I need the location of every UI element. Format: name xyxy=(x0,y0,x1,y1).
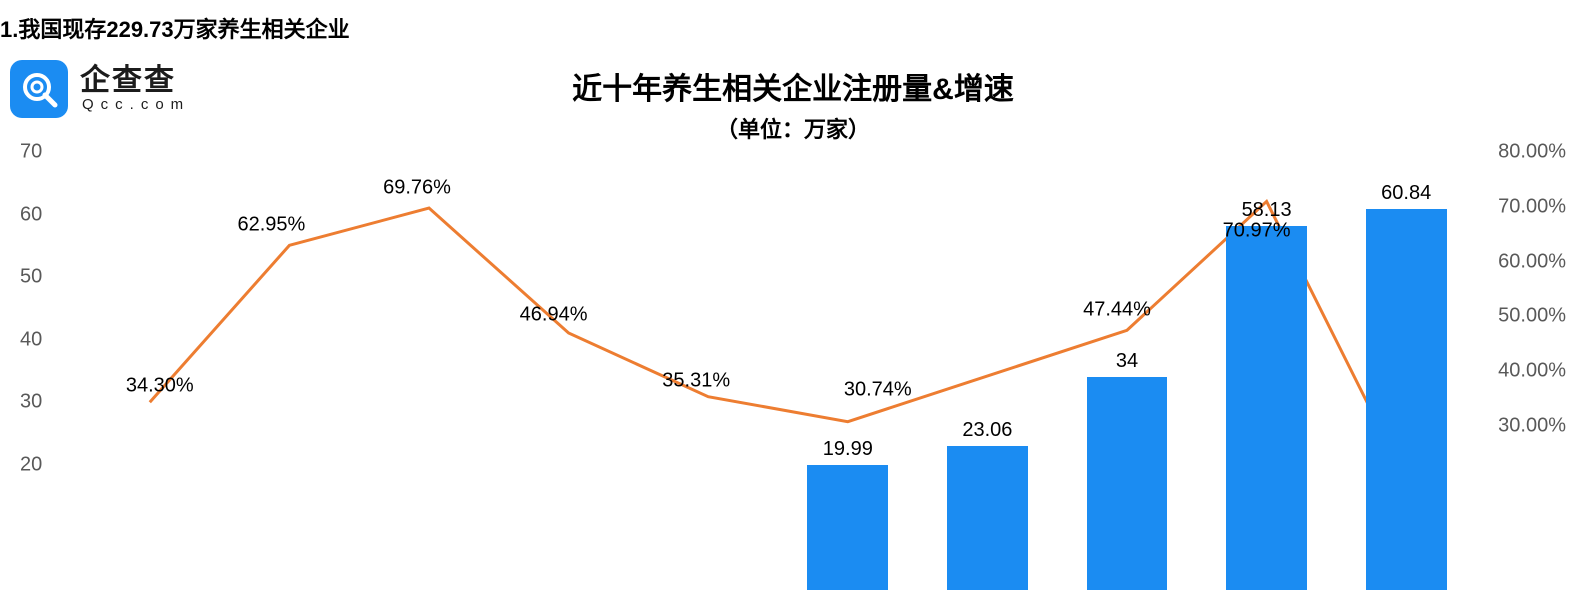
bar xyxy=(807,465,888,590)
bar xyxy=(1366,209,1447,590)
bar xyxy=(947,446,1028,590)
chart-title: 近十年养生相关企业注册量&增速 （单位：万家） xyxy=(0,64,1586,144)
bar-value-label: 23.06 xyxy=(962,419,1012,442)
y-right-tick: 30.00% xyxy=(1498,414,1566,437)
y-left-tick: 20 xyxy=(20,453,42,476)
growth-line-path xyxy=(150,201,1406,480)
line-value-label: 69.76% xyxy=(383,177,451,200)
chart-title-main: 近十年养生相关企业注册量&增速 xyxy=(0,64,1586,108)
bar-value-label: 19.99 xyxy=(823,438,873,461)
line-value-label: 47.44% xyxy=(1083,299,1151,322)
y-right-tick: 50.00% xyxy=(1498,305,1566,328)
y-right-tick: 80.00% xyxy=(1498,141,1566,164)
bar-value-label: 58.13 xyxy=(1242,199,1292,222)
line-value-label: 35.31% xyxy=(662,369,730,392)
bar-value-label: 60.84 xyxy=(1381,182,1431,205)
y-left-tick: 60 xyxy=(20,203,42,226)
combo-chart: 20304050607030.00%40.00%50.00%60.00%70.0… xyxy=(0,152,1586,590)
line-value-label: 70.97% xyxy=(1223,220,1291,243)
y-left-tick: 50 xyxy=(20,266,42,289)
line-value-label: 34.30% xyxy=(126,375,194,398)
bar xyxy=(1087,377,1168,590)
chart-title-sub: （单位：万家） xyxy=(0,112,1586,144)
y-left-tick: 70 xyxy=(20,141,42,164)
section-heading: 1.我国现存229.73万家养生相关企业 xyxy=(0,12,350,44)
y-left-tick: 40 xyxy=(20,328,42,351)
bar-value-label: 34 xyxy=(1116,350,1138,373)
y-right-tick: 40.00% xyxy=(1498,360,1566,383)
y-left-tick: 30 xyxy=(20,391,42,414)
y-right-tick: 60.00% xyxy=(1498,250,1566,273)
line-value-label: 62.95% xyxy=(237,214,305,237)
bar xyxy=(1226,226,1307,590)
y-right-tick: 70.00% xyxy=(1498,195,1566,218)
line-value-label: 46.94% xyxy=(520,304,588,327)
line-value-label: 30.74% xyxy=(844,378,912,401)
